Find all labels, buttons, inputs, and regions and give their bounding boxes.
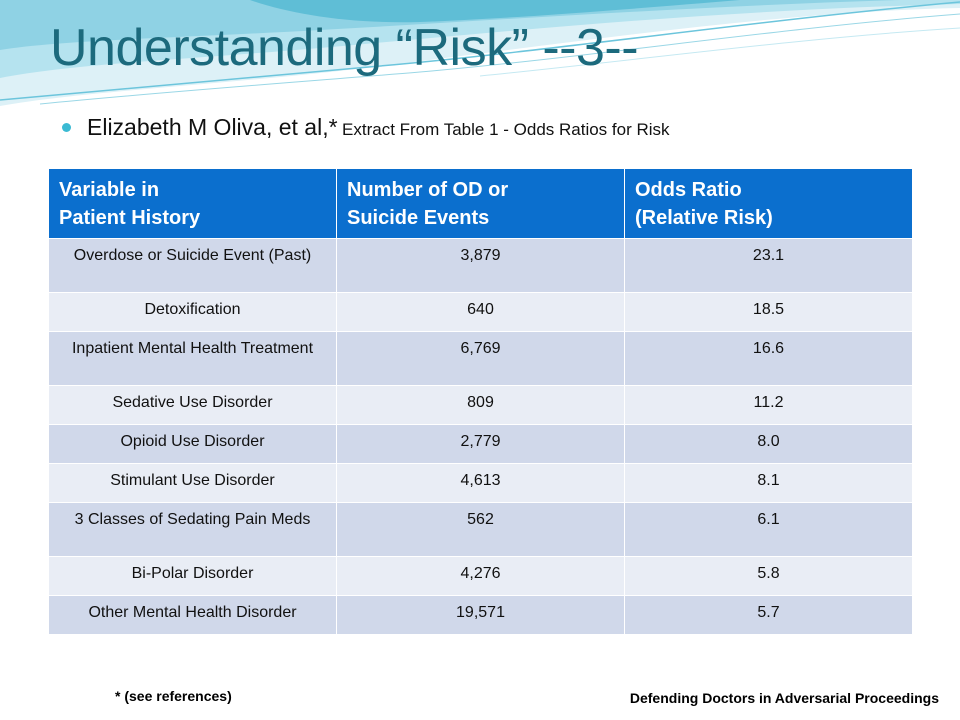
- cell-variable: Other Mental Health Disorder: [48, 595, 337, 635]
- cell-odds-ratio: 5.7: [624, 595, 913, 635]
- table-row: Sedative Use Disorder 809 11.2: [48, 385, 913, 425]
- cell-odds-ratio: 23.1: [624, 238, 913, 293]
- header-odds-ratio: Odds Ratio (Relative Risk): [624, 168, 913, 239]
- slide-title: Understanding “Risk” --3--: [50, 19, 639, 77]
- cell-events: 640: [336, 292, 625, 332]
- cell-variable: Overdose or Suicide Event (Past): [48, 238, 337, 293]
- table-row: Stimulant Use Disorder 4,613 8.1: [48, 463, 913, 503]
- cell-odds-ratio: 11.2: [624, 385, 913, 425]
- table-row: Overdose or Suicide Event (Past) 3,879 2…: [48, 238, 913, 293]
- cell-variable: Inpatient Mental Health Treatment: [48, 331, 337, 386]
- footer-text: Defending Doctors in Adversarial Proceed…: [629, 690, 939, 706]
- bullet-dot-icon: [62, 123, 71, 133]
- table-header-row: Variable in Patient History Number of OD …: [48, 168, 913, 239]
- table-row: 3 Classes of Sedating Pain Meds 562 6.1: [48, 502, 913, 557]
- odds-ratio-table: Variable in Patient History Number of OD …: [48, 168, 913, 635]
- cell-variable: 3 Classes of Sedating Pain Meds: [48, 502, 337, 557]
- cell-odds-ratio: 6.1: [624, 502, 913, 557]
- cell-odds-ratio: 16.6: [624, 331, 913, 386]
- header-text: Odds Ratio: [635, 179, 742, 201]
- cell-events: 19,571: [336, 595, 625, 635]
- cell-variable: Sedative Use Disorder: [48, 385, 337, 425]
- cell-events: 6,769: [336, 331, 625, 386]
- cell-variable: Opioid Use Disorder: [48, 424, 337, 464]
- cell-events: 2,779: [336, 424, 625, 464]
- footnote: * (see references): [115, 688, 232, 704]
- header-text: Variable in: [59, 179, 160, 201]
- cell-events: 809: [336, 385, 625, 425]
- cell-odds-ratio: 18.5: [624, 292, 913, 332]
- cell-variable: Detoxification: [48, 292, 337, 332]
- table-row: Opioid Use Disorder 2,779 8.0: [48, 424, 913, 464]
- cell-variable: Stimulant Use Disorder: [48, 463, 337, 503]
- table-row: Detoxification 640 18.5: [48, 292, 913, 332]
- table-row: Inpatient Mental Health Treatment 6,769 …: [48, 331, 913, 386]
- cell-events: 4,276: [336, 556, 625, 596]
- header-text: Suicide Events: [347, 207, 490, 229]
- cell-variable: Bi-Polar Disorder: [48, 556, 337, 596]
- header-text: (Relative Risk): [635, 207, 773, 229]
- table-row: Other Mental Health Disorder 19,571 5.7: [48, 595, 913, 635]
- table-row: Bi-Polar Disorder 4,276 5.8: [48, 556, 913, 596]
- cell-events: 4,613: [336, 463, 625, 503]
- header-text: Number of OD or: [347, 179, 509, 201]
- cell-odds-ratio: 8.1: [624, 463, 913, 503]
- cell-odds-ratio: 5.8: [624, 556, 913, 596]
- header-text: Patient History: [59, 207, 201, 229]
- citation-author: Elizabeth M Oliva, et al,*: [87, 114, 338, 140]
- cell-events: 562: [336, 502, 625, 557]
- citation-extract-note: Extract From Table 1 - Odds Ratios for R…: [342, 120, 670, 139]
- citation-bullet: Elizabeth M Oliva, et al,* Extract From …: [62, 114, 670, 141]
- header-events: Number of OD or Suicide Events: [336, 168, 625, 239]
- cell-odds-ratio: 8.0: [624, 424, 913, 464]
- header-variable: Variable in Patient History: [48, 168, 337, 239]
- header-swoosh-decoration: [0, 0, 960, 106]
- cell-events: 3,879: [336, 238, 625, 293]
